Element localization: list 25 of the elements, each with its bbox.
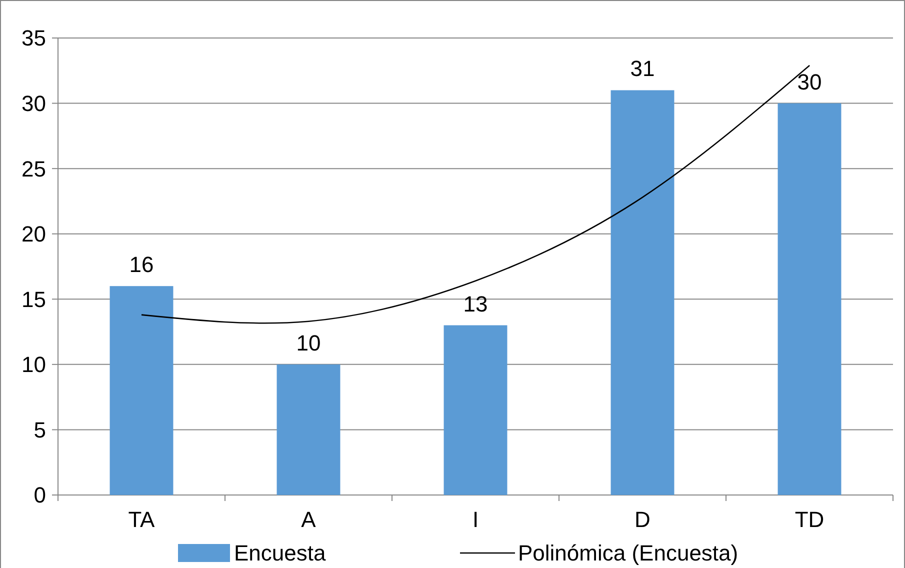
data-label: 16 [129,252,154,278]
x-tick-label: TA [128,507,156,532]
data-label: 13 [463,291,488,316]
x-tick-label: D [634,507,650,532]
legend-label: Polinómica (Encuesta) [518,540,738,566]
data-label: 30 [797,69,822,94]
x-tick-label: A [301,507,316,532]
y-tick-label: 35 [22,26,46,51]
y-tick-label: 25 [22,156,46,182]
x-tick-label: I [472,507,479,532]
y-tick-label: 10 [22,352,46,378]
y-tick-label: 20 [22,222,46,247]
y-tick-label: 15 [22,286,46,312]
legend-label: Encuesta [234,540,326,566]
data-label: 31 [630,56,655,82]
x-tick-label: TD [794,507,824,532]
data-label: 10 [296,330,321,356]
y-tick-label: 30 [22,90,46,116]
bar [276,364,340,495]
bar [778,103,842,495]
y-tick-label: 0 [34,482,46,508]
bar [444,325,508,495]
y-tick-label: 5 [34,417,46,442]
bar [610,90,674,495]
bar [110,286,174,495]
